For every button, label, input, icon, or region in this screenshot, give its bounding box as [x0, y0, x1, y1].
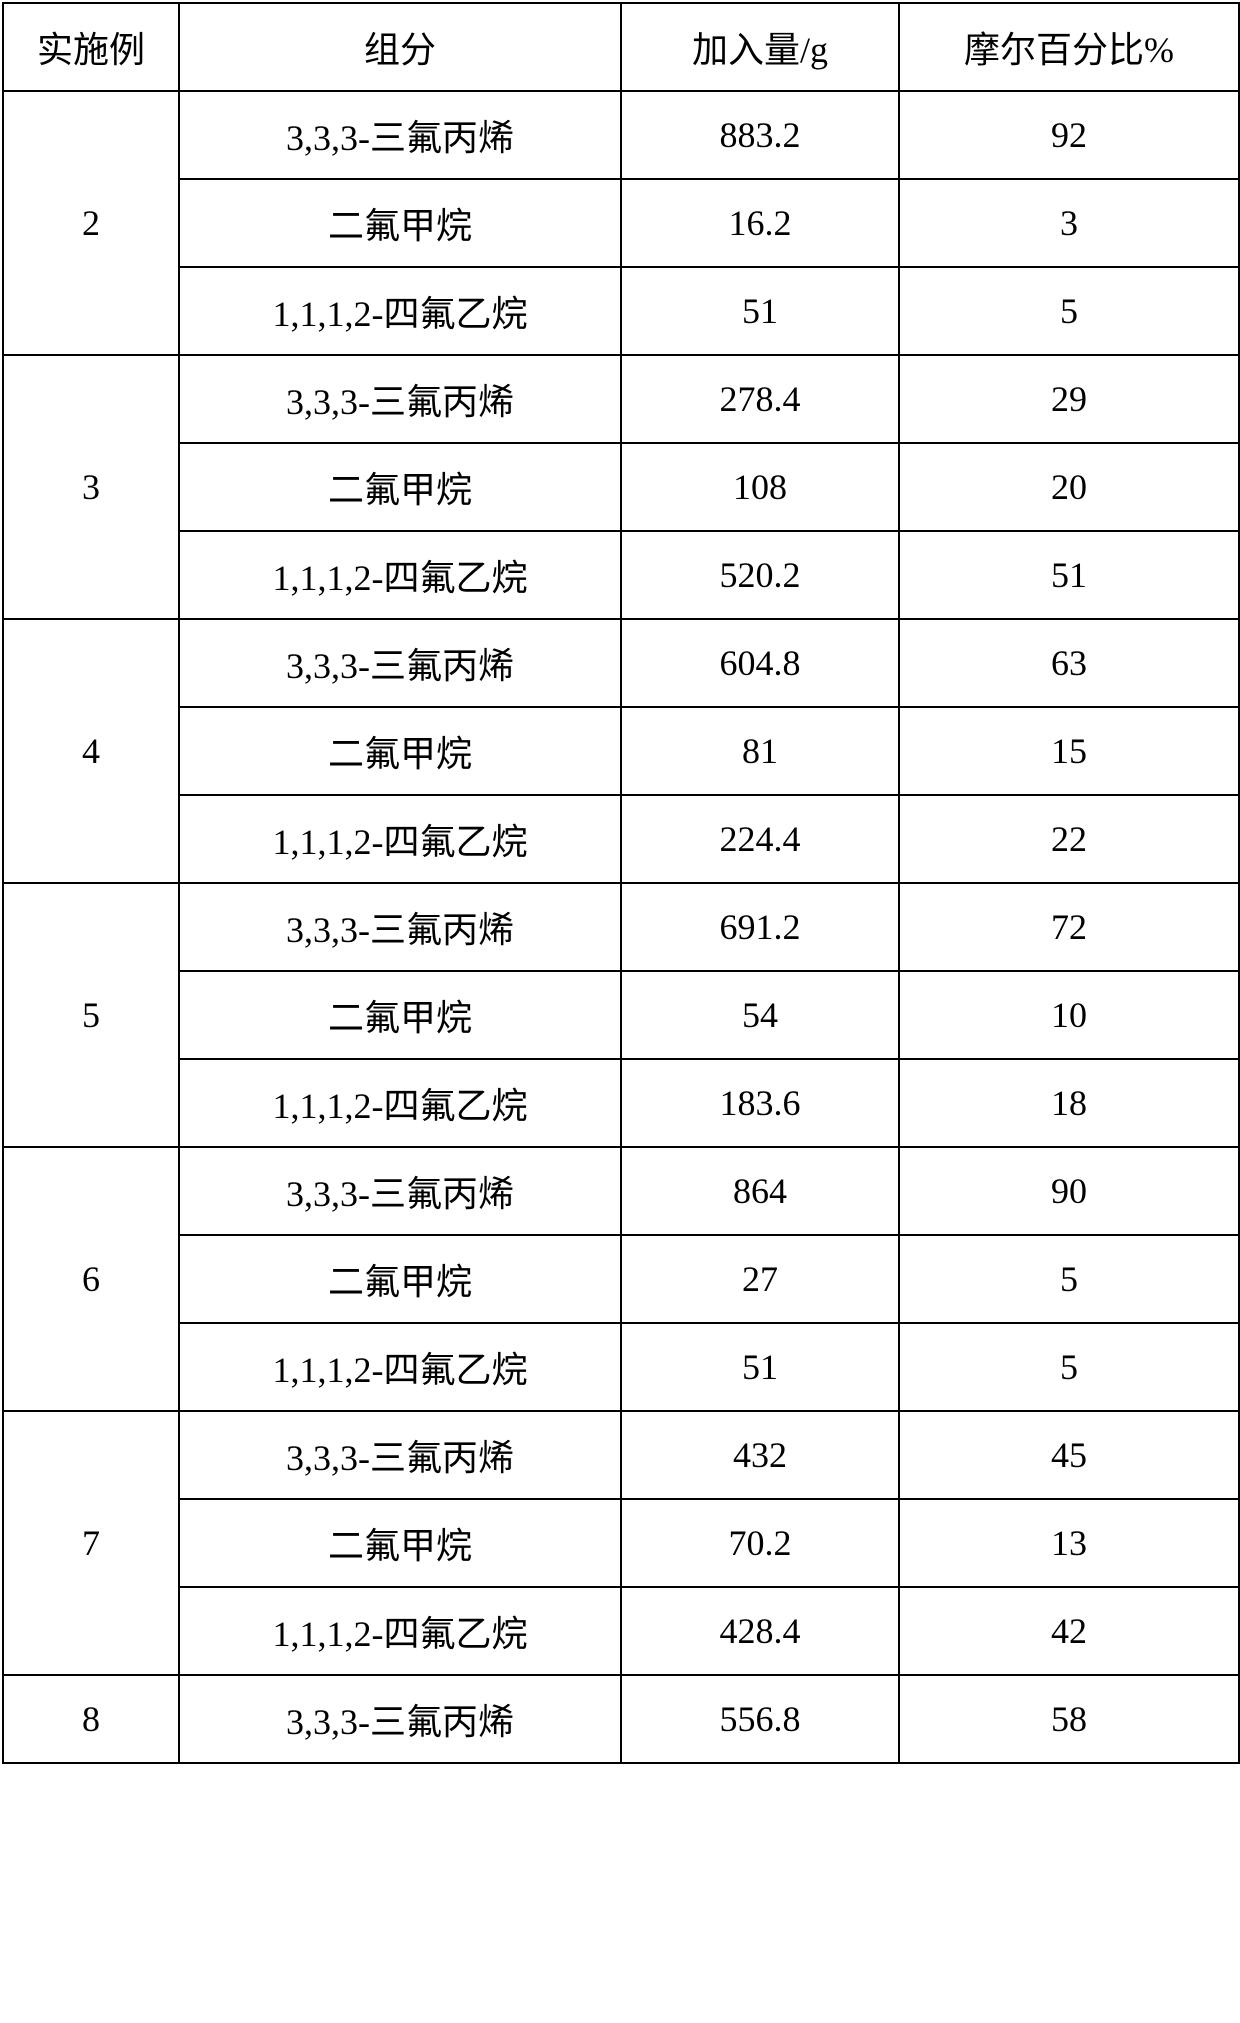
cell-amount: 224.4	[621, 795, 899, 883]
cell-amount: 16.2	[621, 179, 899, 267]
cell-percent: 20	[899, 443, 1239, 531]
cell-percent: 72	[899, 883, 1239, 971]
cell-percent: 3	[899, 179, 1239, 267]
cell-percent: 18	[899, 1059, 1239, 1147]
cell-amount: 864	[621, 1147, 899, 1235]
cell-amount: 691.2	[621, 883, 899, 971]
cell-example-id: 5	[3, 883, 179, 1147]
cell-percent: 42	[899, 1587, 1239, 1675]
header-amount: 加入量/g	[621, 3, 899, 91]
table-row: 二氟甲烷 54 10	[3, 971, 1239, 1059]
cell-percent: 22	[899, 795, 1239, 883]
cell-percent: 15	[899, 707, 1239, 795]
cell-amount: 70.2	[621, 1499, 899, 1587]
cell-component: 二氟甲烷	[179, 1235, 621, 1323]
header-example: 实施例	[3, 3, 179, 91]
cell-percent: 10	[899, 971, 1239, 1059]
table-row: 8 3,3,3-三氟丙烯 556.8 58	[3, 1675, 1239, 1763]
table-row: 2 3,3,3-三氟丙烯 883.2 92	[3, 91, 1239, 179]
cell-percent: 29	[899, 355, 1239, 443]
cell-component: 3,3,3-三氟丙烯	[179, 1675, 621, 1763]
cell-component: 二氟甲烷	[179, 443, 621, 531]
table-row: 二氟甲烷 16.2 3	[3, 179, 1239, 267]
cell-amount: 520.2	[621, 531, 899, 619]
cell-percent: 5	[899, 1323, 1239, 1411]
table-row: 1,1,1,2-四氟乙烷 520.2 51	[3, 531, 1239, 619]
cell-percent: 92	[899, 91, 1239, 179]
cell-component: 1,1,1,2-四氟乙烷	[179, 267, 621, 355]
cell-percent: 51	[899, 531, 1239, 619]
table-body: 2 3,3,3-三氟丙烯 883.2 92 二氟甲烷 16.2 3 1,1,1,…	[3, 91, 1239, 1763]
table-row: 1,1,1,2-四氟乙烷 428.4 42	[3, 1587, 1239, 1675]
cell-component: 1,1,1,2-四氟乙烷	[179, 531, 621, 619]
table-row: 1,1,1,2-四氟乙烷 183.6 18	[3, 1059, 1239, 1147]
cell-amount: 432	[621, 1411, 899, 1499]
table-row: 4 3,3,3-三氟丙烯 604.8 63	[3, 619, 1239, 707]
cell-percent: 90	[899, 1147, 1239, 1235]
cell-percent: 5	[899, 267, 1239, 355]
cell-component: 1,1,1,2-四氟乙烷	[179, 795, 621, 883]
cell-component: 3,3,3-三氟丙烯	[179, 1411, 621, 1499]
table-container: 实施例 组分 加入量/g 摩尔百分比% 2 3,3,3-三氟丙烯 883.2 9…	[2, 2, 1238, 1764]
cell-amount: 51	[621, 1323, 899, 1411]
cell-example-id: 4	[3, 619, 179, 883]
cell-amount: 27	[621, 1235, 899, 1323]
table-row: 二氟甲烷 27 5	[3, 1235, 1239, 1323]
cell-amount: 51	[621, 267, 899, 355]
cell-amount: 54	[621, 971, 899, 1059]
table-row: 7 3,3,3-三氟丙烯 432 45	[3, 1411, 1239, 1499]
cell-amount: 108	[621, 443, 899, 531]
cell-component: 3,3,3-三氟丙烯	[179, 619, 621, 707]
cell-amount: 428.4	[621, 1587, 899, 1675]
cell-example-id: 8	[3, 1675, 179, 1763]
table-header-row: 实施例 组分 加入量/g 摩尔百分比%	[3, 3, 1239, 91]
cell-component: 1,1,1,2-四氟乙烷	[179, 1587, 621, 1675]
header-component: 组分	[179, 3, 621, 91]
cell-example-id: 3	[3, 355, 179, 619]
cell-component: 3,3,3-三氟丙烯	[179, 355, 621, 443]
cell-percent: 58	[899, 1675, 1239, 1763]
cell-component: 1,1,1,2-四氟乙烷	[179, 1323, 621, 1411]
table-row: 1,1,1,2-四氟乙烷 51 5	[3, 267, 1239, 355]
cell-amount: 183.6	[621, 1059, 899, 1147]
cell-percent: 13	[899, 1499, 1239, 1587]
cell-component: 二氟甲烷	[179, 1499, 621, 1587]
cell-percent: 63	[899, 619, 1239, 707]
cell-percent: 5	[899, 1235, 1239, 1323]
data-table: 实施例 组分 加入量/g 摩尔百分比% 2 3,3,3-三氟丙烯 883.2 9…	[2, 2, 1240, 1764]
table-row: 1,1,1,2-四氟乙烷 224.4 22	[3, 795, 1239, 883]
table-row: 二氟甲烷 81 15	[3, 707, 1239, 795]
cell-component: 二氟甲烷	[179, 971, 621, 1059]
cell-component: 二氟甲烷	[179, 179, 621, 267]
cell-example-id: 6	[3, 1147, 179, 1411]
table-row: 二氟甲烷 70.2 13	[3, 1499, 1239, 1587]
cell-component: 3,3,3-三氟丙烯	[179, 883, 621, 971]
table-row: 5 3,3,3-三氟丙烯 691.2 72	[3, 883, 1239, 971]
cell-amount: 81	[621, 707, 899, 795]
cell-component: 二氟甲烷	[179, 707, 621, 795]
table-row: 3 3,3,3-三氟丙烯 278.4 29	[3, 355, 1239, 443]
cell-example-id: 2	[3, 91, 179, 355]
table-row: 1,1,1,2-四氟乙烷 51 5	[3, 1323, 1239, 1411]
cell-amount: 556.8	[621, 1675, 899, 1763]
table-row: 6 3,3,3-三氟丙烯 864 90	[3, 1147, 1239, 1235]
cell-component: 1,1,1,2-四氟乙烷	[179, 1059, 621, 1147]
cell-amount: 883.2	[621, 91, 899, 179]
cell-component: 3,3,3-三氟丙烯	[179, 1147, 621, 1235]
cell-example-id: 7	[3, 1411, 179, 1675]
cell-amount: 278.4	[621, 355, 899, 443]
cell-percent: 45	[899, 1411, 1239, 1499]
cell-amount: 604.8	[621, 619, 899, 707]
header-percent: 摩尔百分比%	[899, 3, 1239, 91]
cell-component: 3,3,3-三氟丙烯	[179, 91, 621, 179]
table-row: 二氟甲烷 108 20	[3, 443, 1239, 531]
